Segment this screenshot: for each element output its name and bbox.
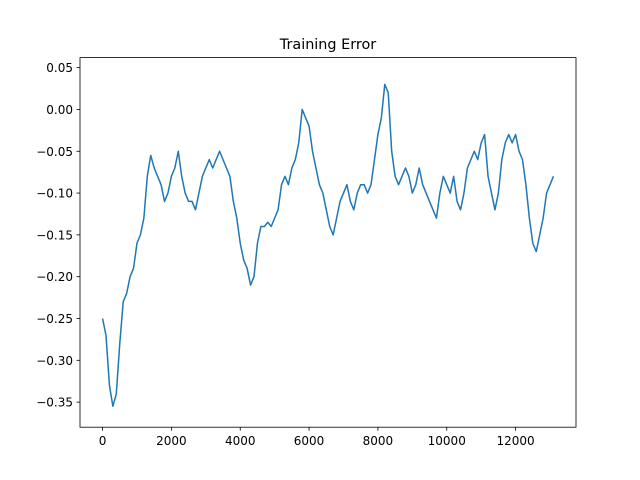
x-tick-label: 8000 — [363, 434, 394, 448]
x-tick-label: 2000 — [156, 434, 187, 448]
data-line — [101, 83, 555, 408]
y-tick-label: −0.10 — [36, 187, 73, 201]
y-tick-label: −0.35 — [36, 396, 73, 410]
x-tick-label: 0 — [99, 434, 107, 448]
y-tick-label: −0.20 — [36, 270, 73, 284]
y-tick-label: −0.25 — [36, 312, 73, 326]
plot-frame — [79, 57, 577, 428]
y-tick-label: −0.15 — [36, 228, 73, 242]
x-tick-label: 10000 — [428, 434, 466, 448]
chart-title: Training Error — [279, 37, 377, 53]
y-tick-label: 0.00 — [46, 103, 73, 117]
y-tick-label: −0.05 — [36, 145, 73, 159]
y-tick-label: 0.05 — [46, 61, 73, 75]
x-tick-label: 4000 — [225, 434, 256, 448]
y-tick-label: −0.30 — [36, 354, 73, 368]
x-tick-label: 6000 — [294, 434, 325, 448]
x-tick-label: 12000 — [496, 434, 534, 448]
